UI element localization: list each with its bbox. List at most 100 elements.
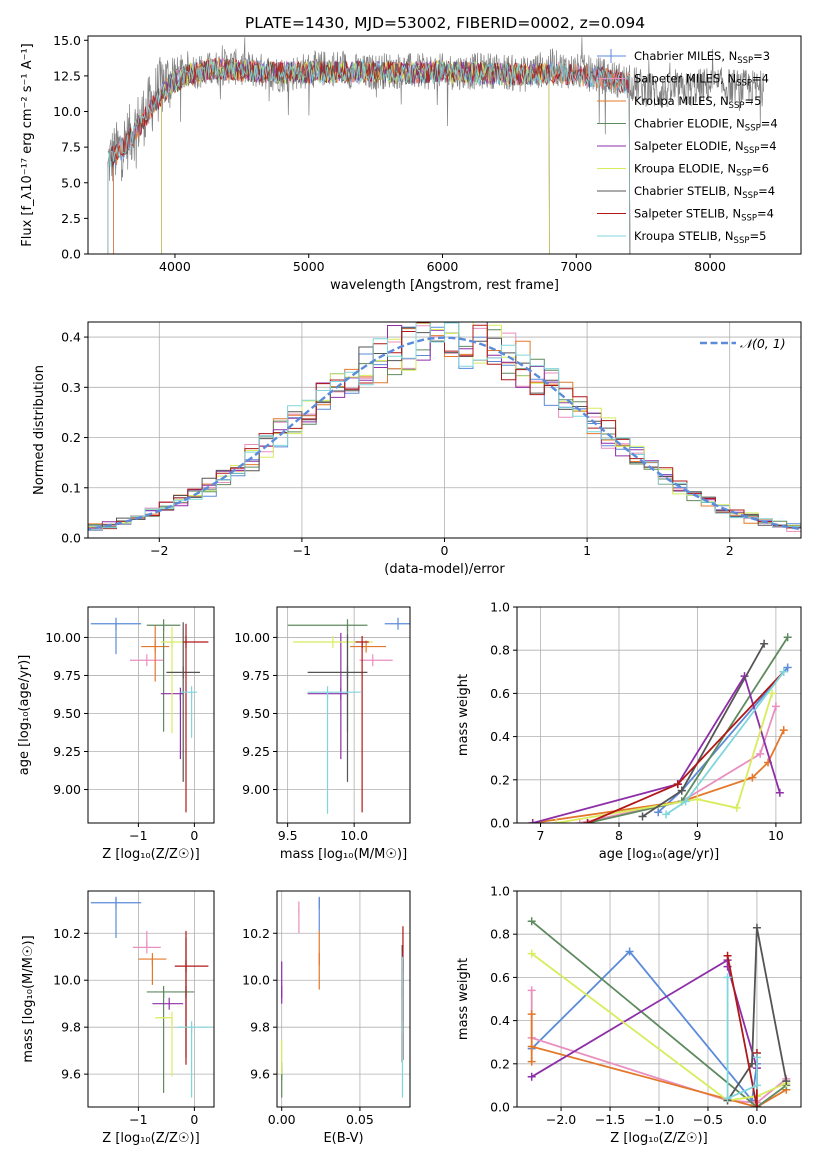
- plus-marker: [752, 1103, 761, 1107]
- y-axis-label: age [log₁₀(age/yr)]: [17, 655, 32, 776]
- panel-age_vs_Z: −1 0 9.00 9.25 9.50 9.75 10.00 Z [log₁₀(Z/Z☉)] a…: [17, 606, 215, 862]
- y-tick-label: 0.3: [61, 380, 81, 395]
- plus-marker: [752, 1053, 761, 1062]
- gaussian-curve: [88, 336, 801, 531]
- grid-lines: [517, 606, 801, 824]
- x-tick-label: 0.05: [346, 1112, 374, 1127]
- legend-label: Kroupa STELIB, NSSP=5: [634, 229, 766, 246]
- grid-lines: [517, 890, 801, 1108]
- legend-label: Chabrier MILES, NSSP=3: [634, 49, 770, 66]
- weight-line: [532, 673, 781, 823]
- y-axis-label: mass weight: [456, 958, 471, 1040]
- grid-lines: [277, 891, 410, 1107]
- plot-area: [287, 617, 410, 814]
- error-bar-point: [90, 617, 142, 655]
- plus-marker: [673, 780, 682, 789]
- weight-series: [528, 672, 784, 823]
- y-tick-label: 0.1: [61, 480, 81, 495]
- y-tick-label: 10.00: [45, 630, 81, 645]
- weight-line: [531, 950, 758, 1103]
- error-bar-point: [90, 896, 142, 938]
- legend-label: Salpeter MILES, NSSP=4: [634, 72, 769, 89]
- weight-line: [579, 706, 777, 823]
- model-spectrum-line: [107, 57, 631, 254]
- y-tick-label: 9.50: [53, 706, 81, 721]
- y-axis-label: Normed distribution: [32, 365, 47, 495]
- legend-label-suffix: =6: [752, 162, 769, 176]
- error-bar-point: [138, 953, 167, 985]
- plus-marker: [527, 917, 536, 926]
- legend-label-subscript: SSP: [745, 124, 761, 134]
- plus-marker: [693, 795, 702, 804]
- y-tick-label: 0.2: [490, 1056, 510, 1071]
- plot-area: [90, 896, 212, 1098]
- legend-label-subscript: SSP: [741, 214, 757, 224]
- error-bar-point: [174, 930, 209, 1065]
- x-tick-label: 9: [693, 828, 701, 843]
- y-tick-label: 5.0: [61, 175, 81, 190]
- y-axis-label: mass weight: [456, 674, 471, 756]
- plot-area: [90, 617, 209, 813]
- panel-mass_weight_vs_age: 7 8 9 10 0.0 0.2 0.4 0.6 0.8 1.0 age [log₁₀(age/yr…: [456, 600, 802, 862]
- plus-marker: [662, 810, 671, 819]
- y-tick-label: 9.25: [53, 744, 81, 759]
- axes-frame: [87, 35, 802, 255]
- error-bar-point: [155, 1011, 173, 1077]
- legend-label-subscript: SSP: [744, 146, 760, 156]
- plot-area: [107, 37, 764, 254]
- legend-label-suffix: =4: [761, 117, 778, 131]
- y-tick-label: 9.8: [61, 1020, 81, 1035]
- plus-marker: [527, 1072, 536, 1081]
- plus-marker: [767, 689, 776, 698]
- y-tick-label: 9.50: [242, 706, 270, 721]
- y-tick-label: 10.00: [234, 630, 270, 645]
- legend-label-subscript: SSP: [734, 236, 750, 246]
- x-tick-label: −1: [129, 1112, 147, 1127]
- x-tick-label: 0: [190, 828, 198, 843]
- panel-mass_vs_Z: −1 0 9.6 9.8 10.0 10.2 Z [log₁₀(Z/Z☉)] mass [lo…: [21, 890, 215, 1146]
- legend-label-text: Kroupa ELODIE, N: [634, 162, 736, 176]
- error-bar-point: [180, 686, 198, 738]
- axes-frame: [87, 321, 802, 539]
- plus-marker: [528, 819, 537, 823]
- y-tick-label: 0.6: [490, 686, 510, 701]
- weight-line: [531, 952, 787, 1102]
- x-tick-label: 0.0: [747, 1112, 767, 1127]
- x-tick-label: 10: [768, 828, 784, 843]
- x-tick-label: 1: [583, 543, 591, 558]
- axes-frame: [516, 890, 802, 1108]
- weight-line: [531, 920, 787, 1107]
- error-bar-point: [132, 930, 161, 954]
- axes-frame: [516, 606, 802, 824]
- error-bar-point: [307, 634, 368, 782]
- y-tick-label: 0.8: [490, 643, 510, 658]
- y-tick-label: 9.25: [242, 744, 270, 759]
- y-tick-label: 15.0: [53, 33, 81, 48]
- legend-label-suffix: =4: [752, 72, 769, 86]
- y-tick-label: 9.00: [53, 782, 81, 797]
- y-axis-label: mass [log₁₀(M/M☉)]: [21, 935, 36, 1062]
- x-tick-label: 0: [190, 1112, 198, 1127]
- legend-label: Kroupa ELODIE, NSSP=6: [634, 162, 769, 179]
- weight-series: [723, 973, 761, 1103]
- legend-label: Salpeter ELODIE, NSSP=4: [634, 139, 777, 156]
- weight-series: [662, 667, 788, 819]
- x-tick-label: −1.5: [595, 1112, 625, 1127]
- x-tick-label: 10.0: [340, 828, 368, 843]
- y-axis-label: Flux [f_λ10⁻¹⁷ erg cm⁻² s⁻¹ A⁻¹]: [20, 43, 35, 247]
- error-bar-point: [146, 985, 195, 1093]
- y-tick-label: 1.0: [490, 600, 510, 615]
- weight-line: [556, 693, 773, 823]
- panel-residuals: −2 −1 0 1 2 0.0 0.1 0.2 0.3 0.4 (data-model)/error…: [32, 321, 802, 577]
- x-axis-label: E(B-V): [323, 1131, 363, 1146]
- model-spectrum-line: [107, 58, 631, 254]
- weight-line: [726, 927, 788, 1101]
- legend-label-subscript: SSP: [736, 169, 752, 179]
- plus-marker: [775, 788, 784, 797]
- plus-marker: [638, 812, 647, 821]
- legend-label: Chabrier STELIB, NSSP=4: [634, 184, 775, 201]
- legend-label-suffix: =4: [760, 139, 777, 153]
- y-tick-label: 0.0: [61, 247, 81, 262]
- legend-label-subscript: SSP: [729, 101, 745, 111]
- plot-area: [88, 322, 801, 534]
